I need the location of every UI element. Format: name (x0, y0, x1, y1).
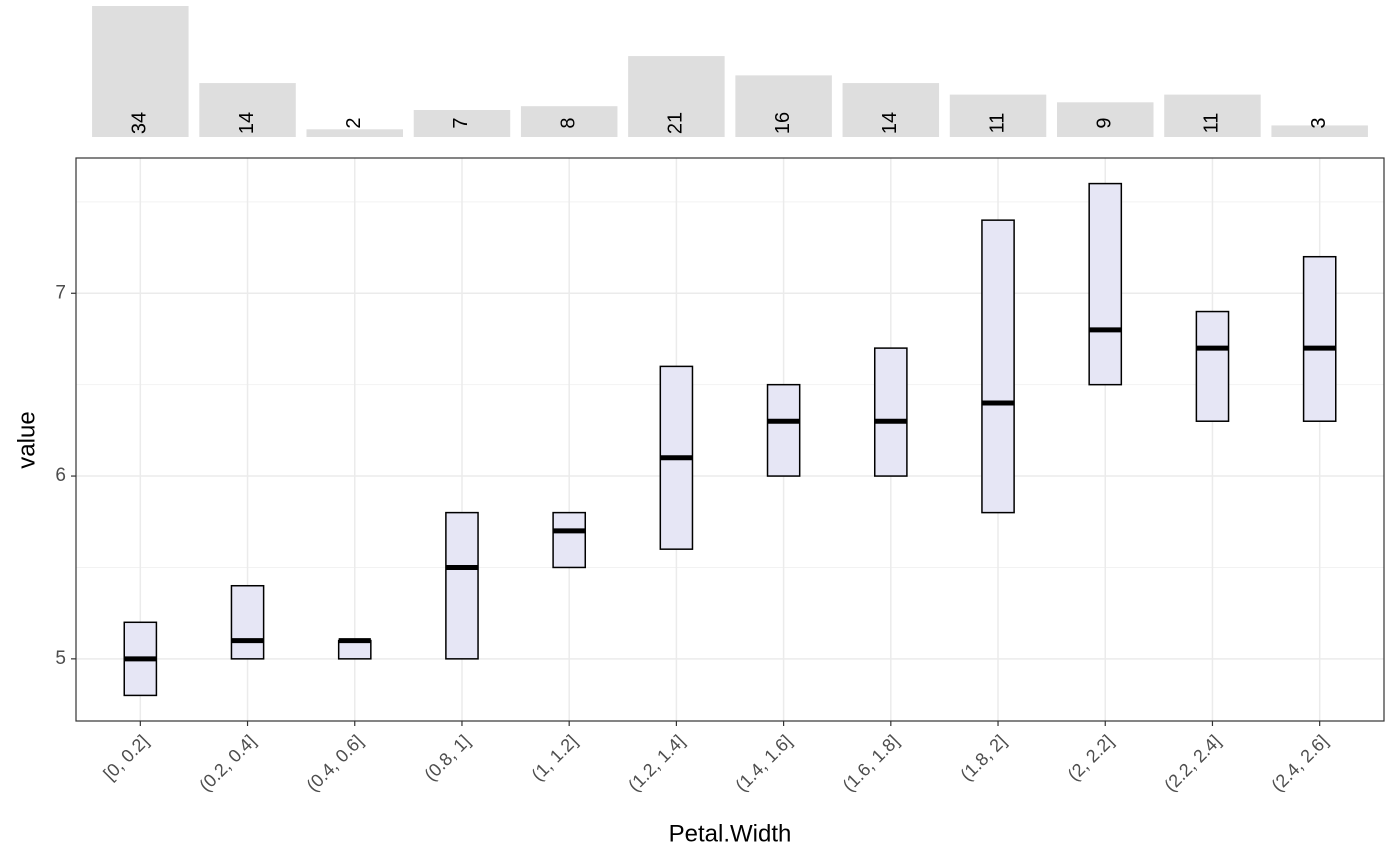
crossbar-box (445, 511, 479, 660)
count-label: 7 (450, 117, 472, 128)
count-label: 11 (986, 113, 1008, 134)
x-tick-label: (1, 1.2] (528, 731, 582, 785)
crossbar-box (766, 383, 801, 477)
count-bar (1164, 94, 1261, 137)
count-bar (1271, 125, 1368, 137)
count-bar (199, 83, 296, 137)
x-axis-title: Petal.Width (669, 820, 792, 847)
x-tick-label: (0.8, 1] (420, 731, 474, 785)
count-bar (628, 56, 725, 137)
x-tick-label: (1.4, 1.6] (731, 731, 795, 795)
y-tick-label: 7 (55, 282, 66, 303)
count-label: 3 (1308, 117, 1330, 128)
count-bar (842, 83, 940, 137)
x-tick-label: (0.2, 0.4] (195, 731, 259, 795)
count-label: 34 (129, 112, 151, 134)
x-tick-label: (2.4, 2.6] (1267, 731, 1331, 795)
crossbar-box (1088, 182, 1123, 386)
count-label: 2 (343, 117, 365, 128)
crossbar-box (873, 347, 908, 477)
count-bar (1057, 102, 1154, 137)
count-label: 14 (236, 112, 258, 134)
count-bar (306, 129, 403, 137)
panel-border (75, 157, 1385, 722)
count-bar (413, 110, 511, 137)
crossbar-box (230, 584, 265, 660)
count-bar (949, 94, 1047, 137)
count-label: 21 (665, 112, 687, 134)
crossbar-box (337, 639, 372, 660)
x-tick-label: (0.4, 0.6] (303, 731, 367, 795)
count-label: 9 (1094, 117, 1116, 128)
y-axis-title: value (13, 411, 40, 468)
crossbar-box (981, 219, 1015, 514)
count-bar (92, 6, 189, 137)
x-tick-label: (2, 2.2] (1064, 731, 1118, 785)
crossbar-box (1195, 310, 1230, 422)
count-label: 14 (879, 112, 901, 134)
x-tick-label: (2.2, 2.4] (1160, 731, 1224, 795)
crossbar-box (1302, 255, 1337, 422)
x-tick-label: [0, 0.2] (99, 731, 152, 784)
count-bar (735, 75, 832, 137)
count-label: 8 (557, 117, 579, 128)
count-label: 16 (772, 112, 794, 134)
crossbar-box (552, 511, 587, 569)
x-tick-label: (1.2, 1.4] (624, 731, 688, 795)
x-tick-label: (1.6, 1.8] (839, 731, 903, 795)
y-tick-label: 5 (55, 648, 66, 669)
y-tick-label: 6 (55, 465, 66, 486)
x-tick-label: (1.8, 2] (956, 731, 1010, 785)
count-label: 11 (1201, 113, 1223, 134)
count-bar (520, 106, 618, 137)
